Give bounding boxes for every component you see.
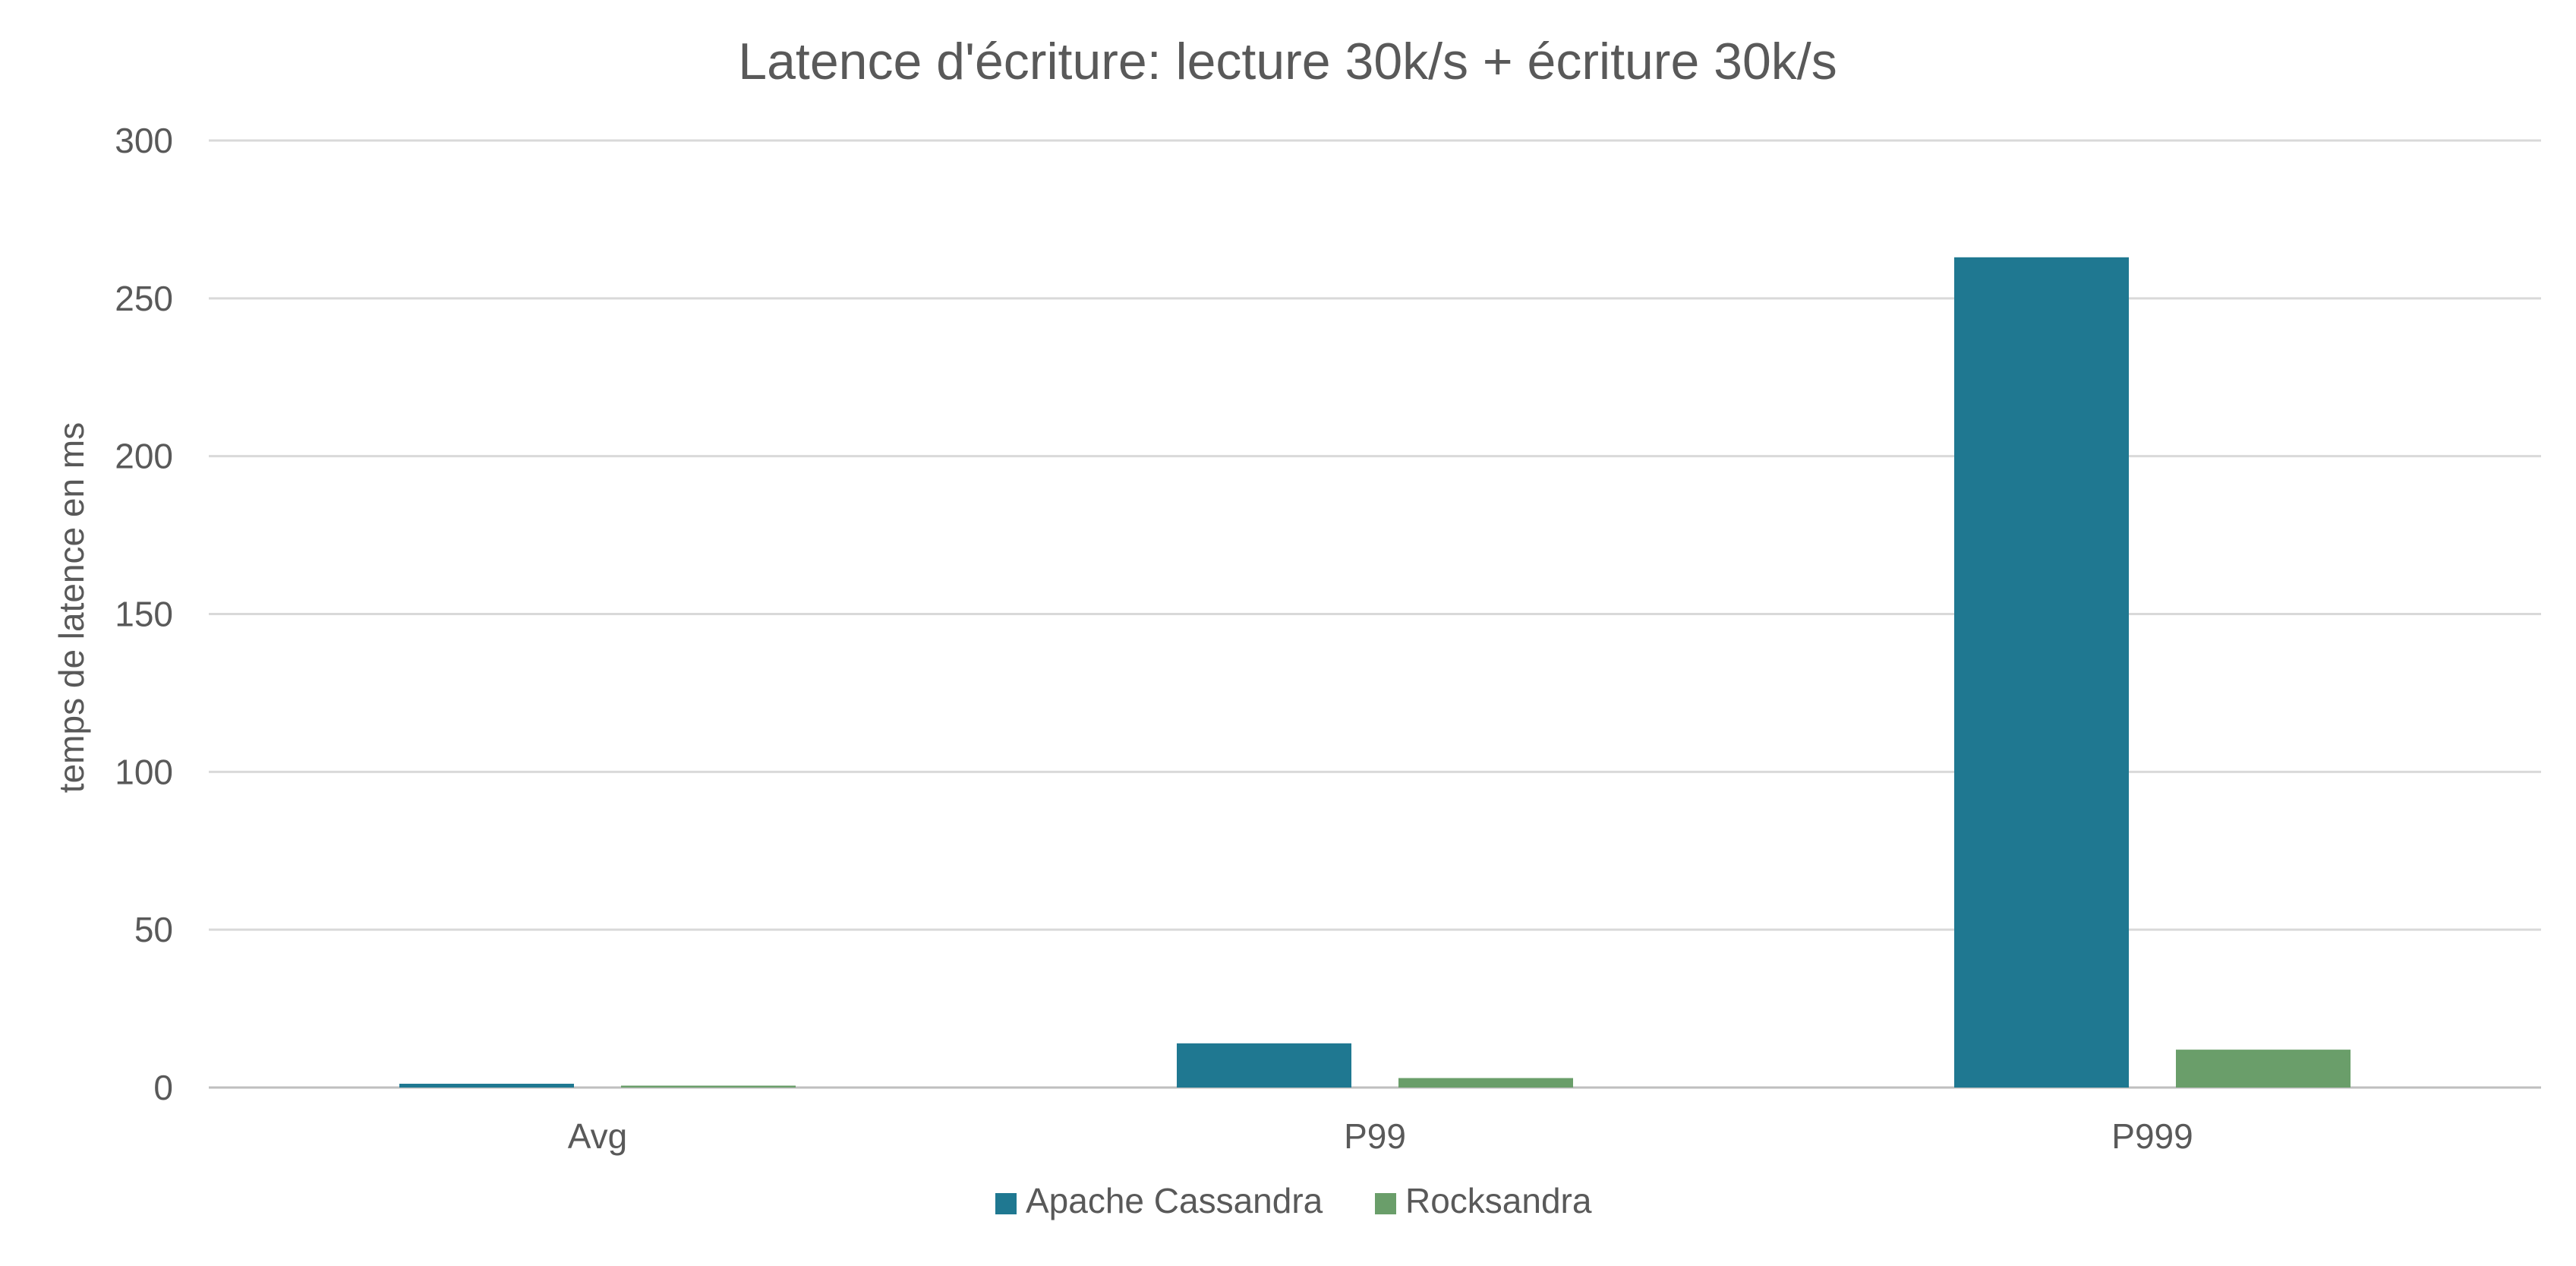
- bar-rocksandra-p99: [1398, 1078, 1573, 1088]
- legend: Apache Cassandra Rocksandra: [995, 1181, 1592, 1220]
- legend-label: Apache Cassandra: [1026, 1181, 1323, 1220]
- gridlines: [209, 139, 2541, 1089]
- bar-apache-cassandra-avg: [399, 1084, 574, 1088]
- bar-rocksandra-p999: [2176, 1050, 2351, 1088]
- y-tick-label: 300: [115, 121, 173, 160]
- y-tick-label: 50: [134, 910, 173, 949]
- bar-rocksandra-avg: [621, 1085, 796, 1088]
- chart-title: Latence d'écriture: lecture 30k/s + écri…: [738, 33, 1837, 90]
- y-tick-label: 250: [115, 279, 173, 318]
- y-tick-label: 200: [115, 437, 173, 476]
- y-tick-label: 100: [115, 752, 173, 791]
- x-tick-label: Avg: [568, 1116, 627, 1156]
- y-tick-label: 0: [153, 1068, 173, 1107]
- y-tick-label: 150: [115, 595, 173, 634]
- y-axis-ticks: 0 50 100 150 200 250 300: [115, 121, 173, 1107]
- legend-label: Rocksandra: [1405, 1181, 1592, 1220]
- legend-item: Apache Cassandra: [995, 1181, 1323, 1220]
- bar-apache-cassandra-p999: [1954, 257, 2129, 1088]
- y-axis-title: temps de latence en ms: [52, 422, 91, 793]
- x-tick-label: P999: [2111, 1116, 2193, 1156]
- bars: [399, 257, 2351, 1088]
- legend-swatch: [995, 1193, 1017, 1214]
- x-tick-label: P99: [1344, 1116, 1406, 1156]
- legend-item: Rocksandra: [1375, 1181, 1592, 1220]
- legend-swatch: [1375, 1193, 1396, 1214]
- bar-apache-cassandra-p99: [1177, 1043, 1351, 1088]
- x-axis-ticks: Avg P99 P999: [568, 1116, 2193, 1156]
